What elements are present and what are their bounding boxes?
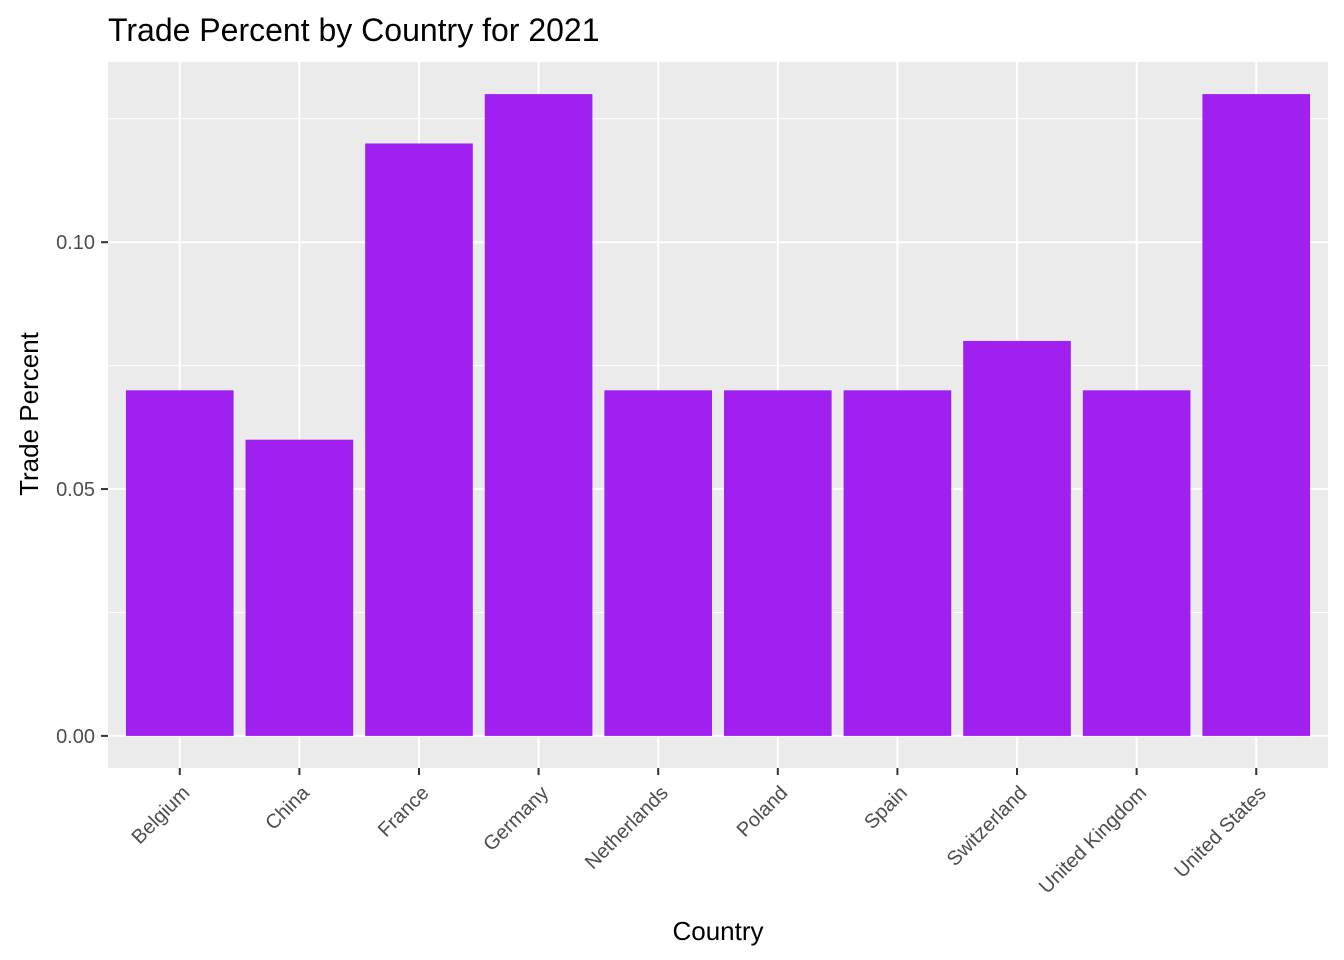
y-axis: 0.00 0.05 0.10 xyxy=(56,232,108,748)
y-tick-label: 0.10 xyxy=(56,232,95,254)
y-tick-label: 0.05 xyxy=(56,479,95,501)
x-tick-label: France xyxy=(374,782,434,842)
bar xyxy=(365,143,473,736)
bar xyxy=(1082,390,1191,736)
x-tick-label: Germany xyxy=(479,782,553,856)
x-tick-label: Netherlands xyxy=(581,782,673,874)
bar xyxy=(723,390,832,736)
bar xyxy=(843,390,952,736)
bar xyxy=(1202,94,1311,736)
x-tick-label: United States xyxy=(1170,782,1270,882)
x-axis-title: Country xyxy=(672,916,763,946)
y-axis-title: Trade Percent xyxy=(14,331,44,496)
bar xyxy=(604,390,713,736)
x-tick-label: Belgium xyxy=(128,782,195,849)
x-tick-label: Poland xyxy=(733,782,793,842)
x-tick-label: United Kingdom xyxy=(1035,782,1151,898)
bar xyxy=(245,439,354,736)
bar xyxy=(125,390,234,736)
bars xyxy=(125,94,1311,736)
x-tick-label: Spain xyxy=(860,782,912,834)
x-tick-label: China xyxy=(261,781,314,834)
y-tick-label: 0.00 xyxy=(56,726,95,748)
chart-title: Trade Percent by Country for 2021 xyxy=(108,12,600,48)
x-axis: Belgium China France Germany Netherlands Pola… xyxy=(128,768,1271,898)
x-tick-label: Switzerland xyxy=(943,782,1032,871)
bar xyxy=(484,94,593,736)
bar xyxy=(963,340,1071,736)
